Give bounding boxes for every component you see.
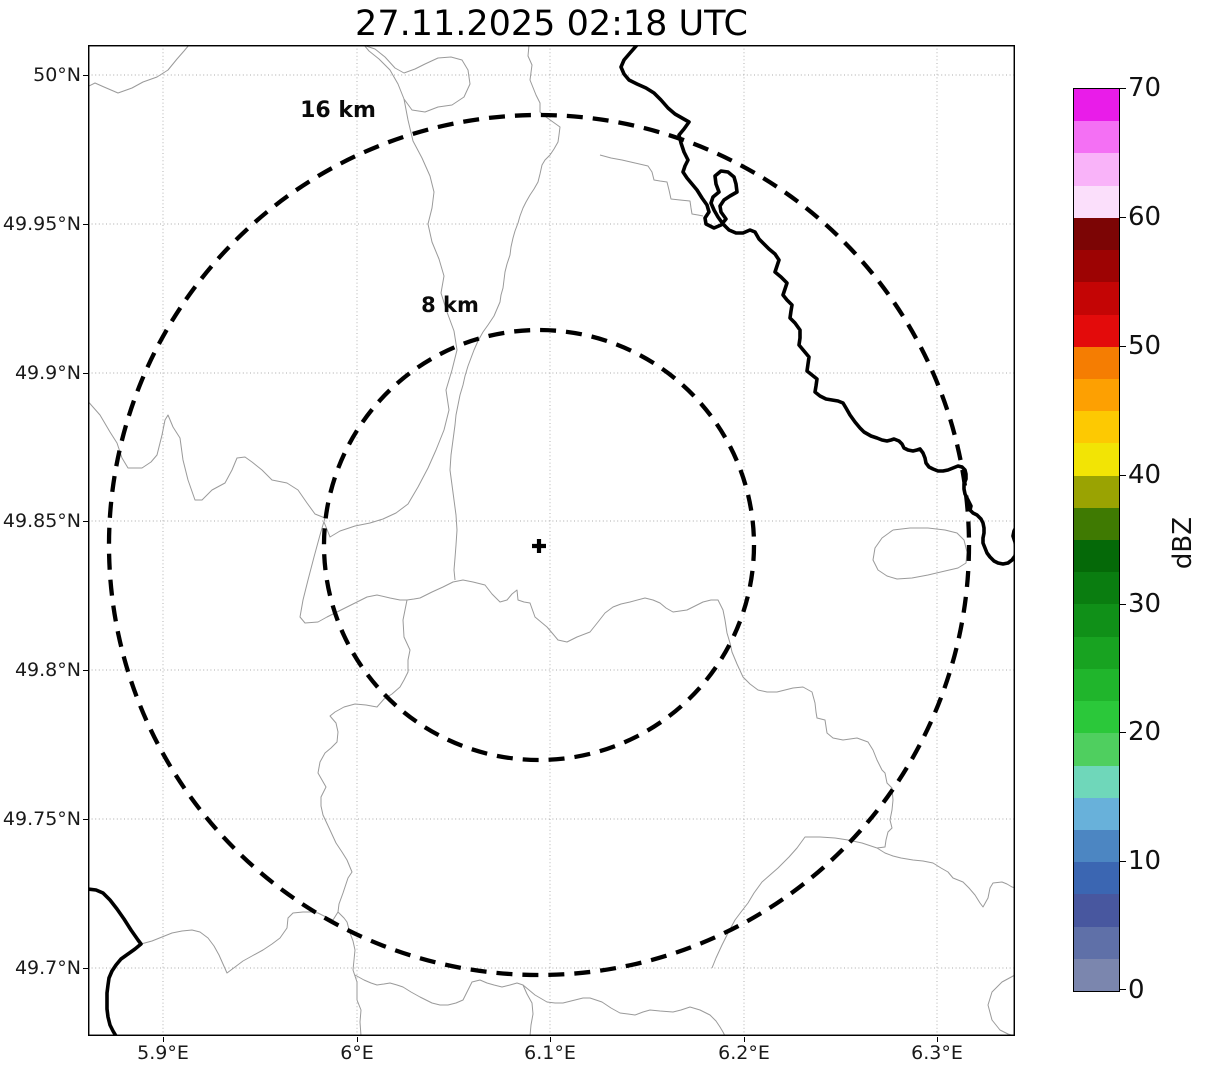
x-tick-label: 6.1°E xyxy=(524,1042,576,1064)
y-tick-label: 49.75°N xyxy=(2,808,81,830)
x-tick-label: 6°E xyxy=(340,1042,374,1064)
colorbar-tick-label: 40 xyxy=(1128,460,1162,490)
colorbar xyxy=(1073,88,1120,992)
graticule-grid xyxy=(88,45,1015,1036)
colorbar-tick-label: 30 xyxy=(1128,589,1162,619)
x-tick-label: 6.2°E xyxy=(718,1042,770,1064)
country-border-line xyxy=(88,45,1015,1036)
colorbar-gradient xyxy=(1074,88,1119,991)
x-tick-label: 6.3°E xyxy=(911,1042,963,1064)
plot-title: 27.11.2025 02:18 UTC xyxy=(355,4,748,44)
radar-map: 16 km 8 km xyxy=(88,45,1015,1036)
x-tick-label: 5.9°E xyxy=(137,1042,189,1064)
range-ring-16km xyxy=(106,112,972,978)
y-tick-label: 49.9°N xyxy=(14,362,81,384)
colorbar-tick-label: 70 xyxy=(1128,73,1162,103)
axes-frame xyxy=(88,45,1015,1036)
ring-label-8km: 8 km xyxy=(421,293,479,317)
y-tick-label: 50°N xyxy=(33,64,81,86)
ring-label-16km: 16 km xyxy=(300,98,376,123)
y-tick-label: 49.8°N xyxy=(14,659,81,681)
colorbar-tick-label: 20 xyxy=(1128,717,1162,747)
radar-center-marker xyxy=(532,539,546,553)
y-tick-label: 49.95°N xyxy=(2,213,81,235)
y-tick-label: 49.7°N xyxy=(14,957,81,979)
colorbar-tick-label: 60 xyxy=(1128,202,1162,232)
colorbar-tick-label: 0 xyxy=(1128,975,1145,1005)
admin-boundary-lines xyxy=(88,45,1015,1036)
colorbar-axis-label: dBZ xyxy=(1168,516,1198,570)
colorbar-tick-label: 10 xyxy=(1128,846,1162,876)
y-tick-label: 49.85°N xyxy=(2,510,81,532)
colorbar-tick-label: 50 xyxy=(1128,331,1162,361)
range-ring-8km xyxy=(321,327,757,763)
